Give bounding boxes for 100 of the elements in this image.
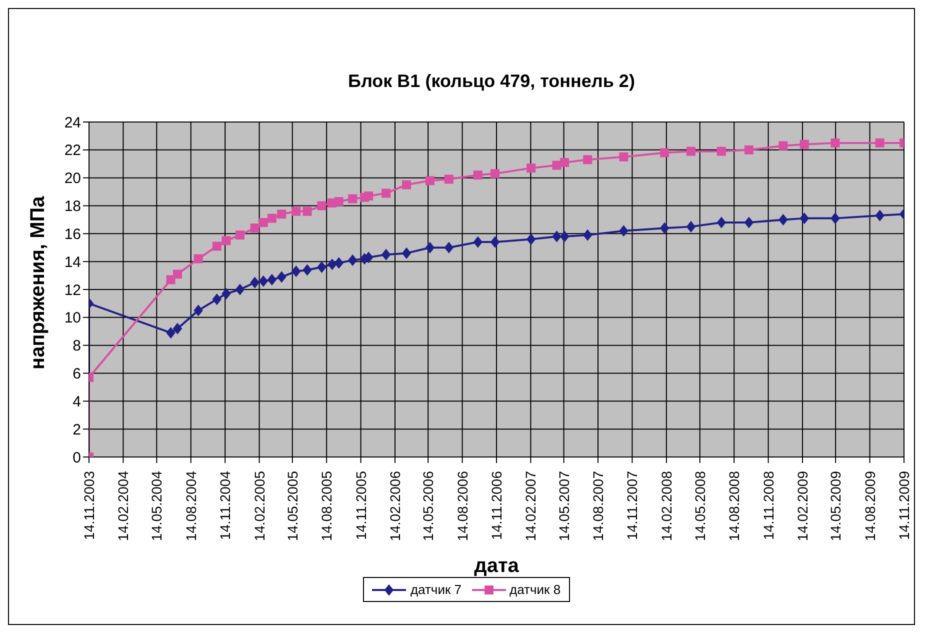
point: [194, 304, 203, 316]
point: [166, 327, 176, 338]
y-tick-label: 14: [64, 254, 81, 271]
legend-label: датчик 8: [510, 582, 561, 597]
point: [660, 148, 670, 158]
point: [172, 270, 182, 279]
point: [619, 152, 628, 162]
x-tick-label: 14.02.2008: [658, 470, 674, 542]
point: [317, 201, 326, 210]
point: [830, 138, 840, 148]
x-tick-label: 14.05.2009: [828, 470, 844, 542]
y-tick-label: 24: [64, 114, 81, 132]
point: [328, 258, 337, 270]
point: [800, 140, 809, 149]
point: [334, 257, 344, 268]
point: [222, 236, 231, 246]
point: [552, 230, 562, 242]
point: [302, 206, 312, 216]
point: [277, 271, 286, 282]
point: [250, 277, 260, 288]
point: [560, 158, 570, 167]
y-tick-label: 2: [72, 421, 81, 438]
x-tick-label: 14.11.2004: [217, 470, 234, 540]
x-tick-label: 14.08.2006: [454, 470, 470, 542]
y-tick-label: 16: [64, 226, 81, 243]
point: [744, 145, 754, 154]
x-tick-label: 14.08.2007: [590, 470, 606, 542]
point: [267, 274, 276, 286]
x-tick-label: 14.11.2005: [352, 470, 369, 540]
y-tick-label: 12: [64, 282, 81, 299]
y-tick-label: 0: [72, 449, 81, 466]
x-axis-title: дата: [474, 555, 520, 577]
point: [302, 264, 312, 276]
point: [778, 141, 788, 150]
y-tick-label: 10: [64, 310, 81, 327]
y-tick-label: 4: [72, 393, 81, 410]
x-tick-label: 14.05.2008: [692, 470, 708, 542]
x-tick-label: 14.08.2008: [726, 470, 742, 542]
point: [875, 138, 884, 148]
point: [490, 169, 500, 178]
point: [583, 230, 592, 241]
point: [348, 254, 358, 266]
point: [800, 212, 809, 224]
point: [364, 191, 374, 200]
legend-label: датчик 7: [410, 582, 462, 597]
x-tick-label: 14.11.2006: [488, 470, 504, 540]
point: [583, 155, 592, 164]
point: [235, 284, 244, 295]
point: [425, 242, 434, 254]
point: [490, 236, 500, 248]
point: [686, 146, 696, 156]
point: [292, 206, 301, 216]
point: [425, 176, 434, 186]
point: [212, 294, 222, 305]
y-tick-label: 22: [64, 142, 81, 160]
point: [334, 197, 344, 206]
point: [660, 222, 670, 234]
point: [382, 188, 391, 198]
x-tick-label: 14.05.2007: [556, 470, 572, 542]
point: [172, 323, 182, 334]
point: [473, 170, 482, 180]
x-tick-label: 14.02.2005: [251, 470, 268, 542]
x-tick-label: 14.11.2003: [81, 470, 97, 540]
point: [560, 230, 570, 242]
point: [258, 276, 268, 287]
x-tick-label: 14.02.2004: [115, 470, 132, 542]
y-axis-title: напряжения, МПа: [27, 195, 50, 370]
point: [292, 266, 301, 277]
point: [348, 194, 358, 204]
x-tick-label: 14.11.2009: [896, 470, 912, 540]
y-tick-label: 8: [72, 338, 81, 355]
point: [552, 160, 562, 170]
point: [194, 254, 203, 264]
point: [830, 212, 840, 224]
y-tick-label: 6: [72, 366, 81, 383]
point: [473, 236, 482, 248]
x-tick-label: 14.08.2005: [318, 470, 335, 542]
x-tick-label: 14.05.2004: [148, 470, 165, 542]
x-tick-label: 14.11.2007: [624, 470, 640, 540]
point: [444, 242, 454, 254]
x-tick-label: 14.02.2009: [794, 470, 810, 542]
point: [686, 221, 696, 232]
point: [235, 230, 244, 240]
x-tick-label: 14.05.2006: [420, 470, 436, 542]
point: [716, 217, 726, 228]
point: [402, 248, 412, 259]
x-tick-label: 14.02.2007: [522, 470, 539, 542]
x-tick-label: 14.08.2004: [182, 470, 199, 542]
x-tick-label: 14.02.2006: [386, 470, 403, 542]
point: [166, 275, 176, 284]
y-tick-label: 18: [64, 198, 81, 216]
x-tick-label: 14.05.2005: [284, 470, 300, 542]
point: [317, 262, 326, 273]
y-tick-label: 20: [64, 170, 81, 188]
point: [402, 180, 412, 190]
point: [267, 214, 276, 223]
x-tick-label: 14.08.2009: [862, 470, 878, 542]
point: [778, 214, 788, 226]
point: [875, 210, 884, 222]
x-tick-label: 14.11.2008: [760, 470, 776, 540]
